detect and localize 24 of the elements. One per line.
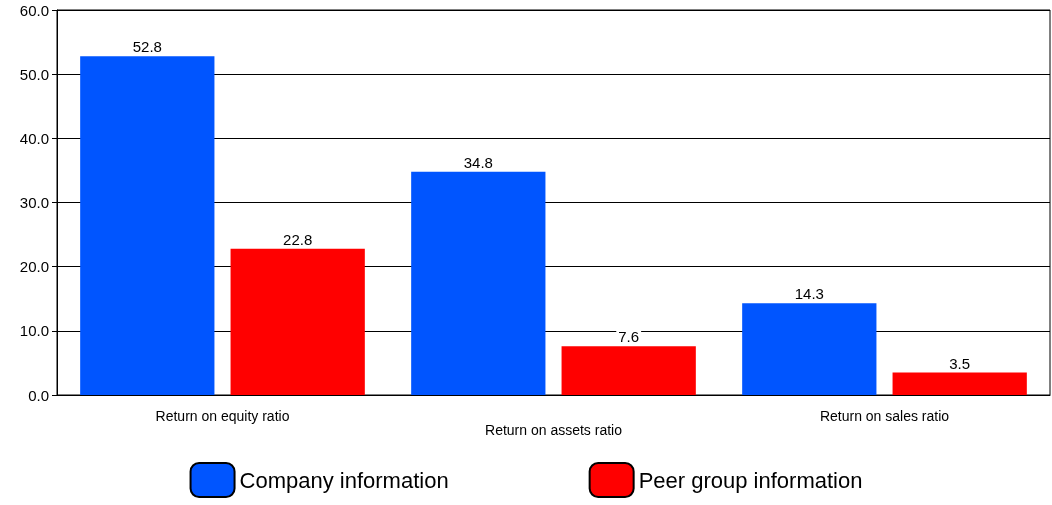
data-label: 34.8 [463, 153, 493, 171]
bar [892, 372, 1027, 395]
bar [230, 248, 365, 395]
data-label: 3.5 [949, 354, 971, 372]
legend-label: Peer group information [638, 467, 863, 493]
data-label: 7.6 [618, 328, 640, 346]
bar [411, 171, 546, 395]
y-tick-label: 40.0 [19, 129, 49, 147]
y-tick-label: 10.0 [19, 322, 49, 340]
legend-label: Company information [239, 467, 449, 493]
bar [742, 303, 877, 395]
y-tick-label: 50.0 [19, 65, 49, 83]
y-tick-label: 20.0 [19, 258, 49, 276]
y-tick-label: 0.0 [28, 386, 49, 404]
data-label: 52.8 [132, 38, 162, 56]
x-tick-label: Return on sales ratio [819, 408, 950, 424]
data-label: 22.8 [283, 230, 313, 248]
bar [80, 56, 215, 395]
x-tick-label: Return on equity ratio [155, 408, 290, 424]
data-label: 14.3 [794, 285, 824, 303]
y-tick-label: 60.0 [19, 1, 49, 19]
y-tick-label: 30.0 [19, 194, 49, 211]
bar [561, 346, 696, 395]
x-tick-label: Return on assets ratio [485, 422, 623, 438]
